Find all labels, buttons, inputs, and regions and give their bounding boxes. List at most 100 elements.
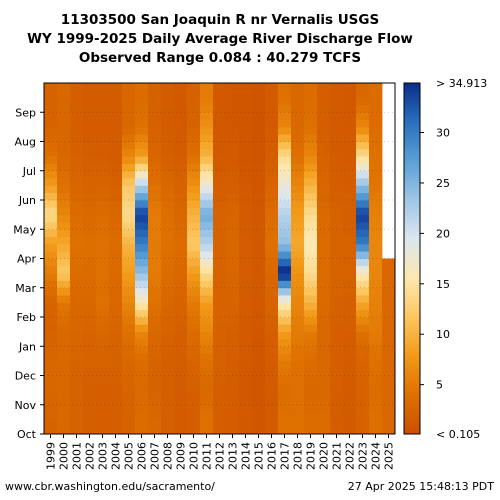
heatmap-cell	[96, 360, 110, 369]
heatmap-cell	[369, 273, 383, 281]
heatmap-cell	[252, 426, 266, 435]
heatmap-cell	[356, 419, 370, 428]
heatmap-cell	[109, 382, 123, 391]
heatmap-cell	[187, 368, 201, 376]
heatmap-cell	[135, 214, 149, 223]
heatmap-cell	[44, 324, 58, 333]
heatmap-cell	[148, 338, 162, 347]
heatmap-cell	[213, 178, 227, 186]
heatmap-cell	[304, 331, 318, 340]
heatmap-cell	[291, 353, 305, 362]
heatmap-cell	[57, 265, 71, 274]
heatmap-cell	[135, 338, 149, 347]
heatmap-cell	[343, 331, 357, 340]
heatmap-cell	[135, 236, 149, 245]
heatmap-cell	[148, 353, 162, 362]
heatmap-cell	[57, 331, 71, 340]
heatmap-cell	[278, 178, 292, 186]
heatmap-cell	[161, 382, 175, 391]
colorbar-tick-label: 15	[436, 278, 450, 291]
heatmap-cell	[330, 112, 344, 120]
heatmap-cell	[265, 404, 279, 413]
x-tick-label: 2018	[292, 442, 305, 470]
heatmap-cell	[70, 178, 84, 186]
heatmap-cell	[356, 353, 370, 362]
heatmap-cell	[70, 302, 84, 311]
heatmap-cell	[135, 221, 149, 230]
heatmap-cell	[83, 83, 97, 91]
heatmap-cell	[70, 346, 84, 354]
heatmap-cell	[44, 346, 58, 354]
heatmap-cell	[343, 104, 357, 113]
heatmap-cell	[70, 368, 84, 376]
heatmap-cell	[135, 83, 149, 91]
heatmap-cell	[200, 112, 214, 120]
heatmap-cell	[304, 170, 318, 179]
heatmap-cell	[96, 368, 110, 376]
heatmap-cell	[226, 112, 240, 120]
heatmap-cell	[291, 331, 305, 340]
heatmap-cell	[291, 338, 305, 347]
heatmap-cell	[304, 302, 318, 311]
heatmap-cell	[226, 207, 240, 216]
heatmap-cell	[382, 419, 396, 428]
heatmap-cell	[382, 324, 396, 333]
heatmap-cell	[200, 346, 214, 354]
heatmap-cell	[304, 287, 318, 296]
heatmap-cell	[200, 353, 214, 362]
heatmap-cell	[343, 221, 357, 230]
heatmap-cell	[239, 287, 253, 296]
heatmap-cell	[330, 251, 344, 259]
heatmap-cell	[83, 360, 97, 369]
heatmap-cell	[369, 346, 383, 354]
heatmap-cell	[343, 83, 357, 91]
heatmap-cell	[135, 112, 149, 120]
heatmap-cell	[265, 338, 279, 347]
heatmap-cell	[265, 346, 279, 354]
heatmap-cell	[44, 170, 58, 179]
heatmap-cell	[83, 324, 97, 333]
heatmap-cell	[109, 112, 123, 120]
colorbar-tick-label: 30	[436, 127, 450, 140]
heatmap-cell	[57, 214, 71, 223]
heatmap-cell	[356, 126, 370, 135]
heatmap-cell	[96, 317, 110, 325]
heatmap-cell	[187, 324, 201, 333]
heatmap-cell	[291, 302, 305, 311]
heatmap-cell	[174, 243, 188, 252]
heatmap-cell	[291, 90, 305, 99]
heatmap-cell	[343, 302, 357, 311]
heatmap-cell	[96, 331, 110, 340]
heatmap-cell	[252, 382, 266, 391]
heatmap-cell	[200, 360, 214, 369]
heatmap-cell	[278, 309, 292, 318]
heatmap-cell	[161, 148, 175, 157]
heatmap-cell	[213, 97, 227, 106]
heatmap-cell	[44, 148, 58, 157]
heatmap-cell	[239, 200, 253, 208]
heatmap-cell	[304, 317, 318, 325]
heatmap-cell	[135, 375, 149, 384]
heatmap-cell	[213, 236, 227, 245]
heatmap-cell	[57, 163, 71, 172]
colorbar-tick-label: 25	[436, 177, 450, 190]
heatmap-cell	[278, 412, 292, 420]
footer-source-url: www.cbr.washington.edu/sacramento/	[5, 480, 215, 493]
heatmap-cell	[187, 156, 201, 164]
heatmap-cell	[265, 207, 279, 216]
heatmap-cell	[96, 112, 110, 120]
heatmap-cell	[83, 207, 97, 216]
heatmap-cell	[291, 185, 305, 194]
heatmap-cell	[174, 390, 188, 398]
heatmap-cell	[213, 309, 227, 318]
heatmap-cell	[83, 353, 97, 362]
heatmap-cell	[148, 90, 162, 99]
heatmap-cell	[356, 302, 370, 311]
heatmap-cell	[200, 90, 214, 99]
heatmap-cell	[44, 221, 58, 230]
heatmap-cell	[226, 287, 240, 296]
heatmap-cell	[200, 97, 214, 106]
x-tick-label: 2019	[305, 442, 318, 470]
heatmap-cell	[161, 170, 175, 179]
heatmap-cell	[122, 324, 136, 333]
